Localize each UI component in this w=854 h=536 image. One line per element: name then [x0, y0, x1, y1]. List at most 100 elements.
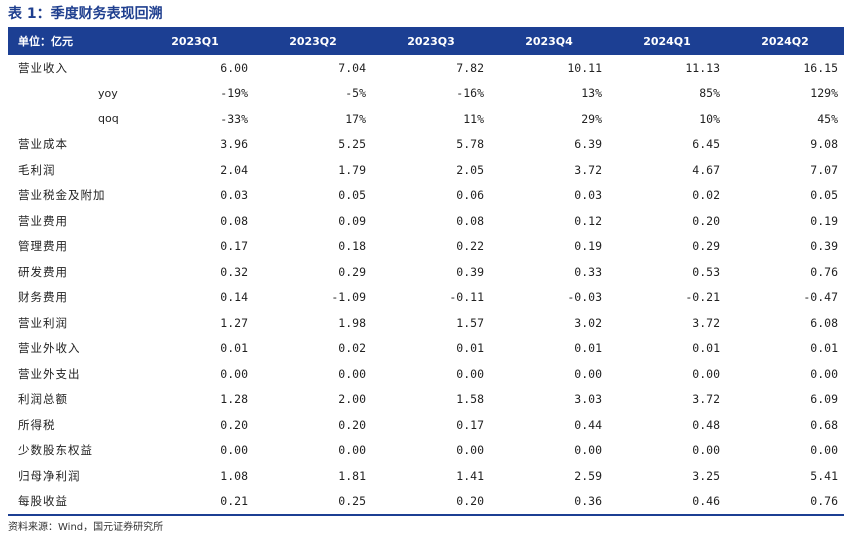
table-cell: 7.04	[338, 60, 366, 75]
table-cell: 0.20	[456, 494, 484, 509]
row-label: 归母净利润	[18, 468, 81, 483]
table-cell: 0.00	[574, 366, 602, 381]
table-cell: 0.29	[692, 239, 720, 254]
table-cell: 1.79	[338, 162, 366, 177]
table-cell: 0.00	[338, 443, 366, 458]
table-cell: 10%	[699, 111, 720, 126]
table-cell: 0.00	[810, 366, 838, 381]
table-row: 营业外收入 0.01 0.02 0.01 0.01 0.01 0.01	[8, 336, 844, 362]
table-cell: 0.00	[692, 443, 720, 458]
row-label: 研发费用	[18, 264, 68, 279]
table-row: 营业收入 6.00 7.04 7.82 10.11 11.13 16.15	[8, 55, 844, 81]
row-label: 营业外收入	[18, 341, 81, 356]
header-unit: 单位：亿元	[18, 35, 73, 48]
header-quarter: 2024Q2	[761, 34, 809, 48]
table-row: 少数股东权益 0.00 0.00 0.00 0.00 0.00 0.00	[8, 438, 844, 464]
table-cell: 0.01	[574, 341, 602, 356]
table-cell: 0.20	[692, 213, 720, 228]
table-row: 归母净利润 1.08 1.81 1.41 2.59 3.25 5.41	[8, 463, 844, 489]
table-row: yoy -19% -5% -16% 13% 85% 129%	[8, 81, 844, 107]
table-cell: 1.08	[220, 468, 248, 483]
table-cell: 1.57	[456, 315, 484, 330]
row-label: 利润总额	[18, 392, 68, 407]
table-cell: 7.07	[810, 162, 838, 177]
table-cell: 0.39	[810, 239, 838, 254]
table-cell: 0.17	[220, 239, 248, 254]
table-cell: 129%	[810, 86, 838, 101]
table-cell: 0.22	[456, 239, 484, 254]
table-cell: 0.25	[338, 494, 366, 509]
table-cell: 1.81	[338, 468, 366, 483]
table-cell: 0.09	[338, 213, 366, 228]
table-cell: 45%	[817, 111, 838, 126]
table-bottom-rule	[8, 514, 844, 516]
source-note: 资料来源：Wind，国元证券研究所	[8, 522, 164, 533]
header-quarter: 2023Q4	[525, 34, 573, 48]
table-cell: 13%	[581, 86, 602, 101]
table-cell: 6.09	[810, 392, 838, 407]
table-cell: 16.15	[803, 60, 838, 75]
table-cell: 3.72	[692, 315, 720, 330]
financial-table: 单位：亿元 2023Q1 2023Q2 2023Q3 2023Q4 2024Q1…	[8, 27, 844, 516]
table-cell: 0.02	[338, 341, 366, 356]
table-cell: 6.45	[692, 137, 720, 152]
row-label: 少数股东权益	[18, 443, 93, 458]
table-row: 营业成本 3.96 5.25 5.78 6.39 6.45 9.08	[8, 132, 844, 158]
table-cell: 0.19	[574, 239, 602, 254]
row-label: yoy	[98, 86, 118, 100]
table-cell: 0.08	[220, 213, 248, 228]
table-cell: 2.59	[574, 468, 602, 483]
table-cell: 0.18	[338, 239, 366, 254]
table-cell: 0.36	[574, 494, 602, 509]
row-label: 每股收益	[18, 494, 68, 509]
table-cell: -0.03	[567, 290, 602, 305]
table-cell: 0.06	[456, 188, 484, 203]
header-quarter: 2023Q1	[171, 34, 219, 48]
row-label: 管理费用	[18, 239, 68, 254]
table-cell: 3.72	[692, 392, 720, 407]
header-quarter: 2024Q1	[643, 34, 691, 48]
table-cell: 0.00	[810, 443, 838, 458]
table-row: 每股收益 0.21 0.25 0.20 0.36 0.46 0.76	[8, 489, 844, 515]
table-cell: 0.39	[456, 264, 484, 279]
table-cell: 0.48	[692, 417, 720, 432]
table-row: 研发费用 0.32 0.29 0.39 0.33 0.53 0.76	[8, 259, 844, 285]
table-cell: 17%	[345, 111, 366, 126]
table-cell: 10.11	[567, 60, 602, 75]
table-cell: 1.41	[456, 468, 484, 483]
table-cell: 0.19	[810, 213, 838, 228]
table-cell: 0.01	[220, 341, 248, 356]
table-row: 管理费用 0.17 0.18 0.22 0.19 0.29 0.39	[8, 234, 844, 260]
table-cell: 0.03	[220, 188, 248, 203]
table-cell: 0.46	[692, 494, 720, 509]
table-cell: 6.39	[574, 137, 602, 152]
row-label: 营业收入	[18, 60, 68, 75]
table-cell: 3.02	[574, 315, 602, 330]
table-cell: 0.01	[810, 341, 838, 356]
table-cell: 4.67	[692, 162, 720, 177]
table-cell: 0.20	[338, 417, 366, 432]
table-cell: 1.27	[220, 315, 248, 330]
table-cell: 9.08	[810, 137, 838, 152]
table-cell: 0.29	[338, 264, 366, 279]
row-label: 营业利润	[18, 315, 68, 330]
table-cell: 0.05	[338, 188, 366, 203]
table-cell: 6.08	[810, 315, 838, 330]
row-label: 营业费用	[18, 213, 68, 228]
table-cell: 85%	[699, 86, 720, 101]
table-cell: 0.76	[810, 494, 838, 509]
table-cell: -0.21	[685, 290, 720, 305]
table-cell: 1.28	[220, 392, 248, 407]
table-cell: 2.00	[338, 392, 366, 407]
table-row: 营业利润 1.27 1.98 1.57 3.02 3.72 6.08	[8, 310, 844, 336]
table-cell: 0.00	[574, 443, 602, 458]
row-label: 毛利润	[18, 162, 56, 177]
table-cell: 0.00	[220, 366, 248, 381]
table-cell: 0.01	[692, 341, 720, 356]
table-title: 表 1：季度财务表现回溯	[8, 6, 163, 22]
table-row: 所得税 0.20 0.20 0.17 0.44 0.48 0.68	[8, 412, 844, 438]
table-cell: -1.09	[331, 290, 366, 305]
table-cell: 1.98	[338, 315, 366, 330]
table-row: 毛利润 2.04 1.79 2.05 3.72 4.67 7.07	[8, 157, 844, 183]
table-cell: 0.14	[220, 290, 248, 305]
